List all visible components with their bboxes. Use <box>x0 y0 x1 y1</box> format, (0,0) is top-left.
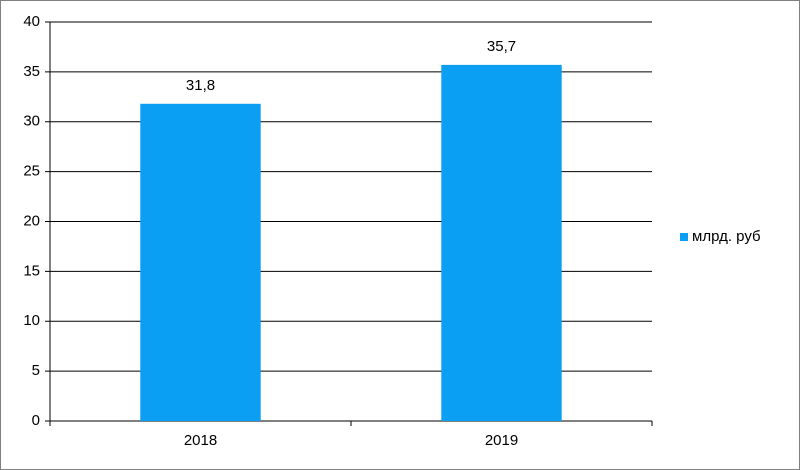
y-tick-label: 25 <box>23 163 40 180</box>
y-tick-label: 0 <box>32 412 40 429</box>
y-tick-label: 35 <box>23 63 40 80</box>
y-tick-label: 10 <box>23 312 40 329</box>
data-label: 35,7 <box>487 38 516 55</box>
y-tick-label: 40 <box>23 13 40 30</box>
bar <box>441 64 562 421</box>
y-tick-label: 30 <box>23 113 40 130</box>
legend-label: млрд. руб <box>692 228 761 245</box>
y-tick-label: 15 <box>23 262 40 279</box>
x-tick-label: 2018 <box>184 432 217 449</box>
y-tick-label: 5 <box>32 362 40 379</box>
x-tick-label: 2019 <box>485 432 518 449</box>
data-label: 31,8 <box>186 77 215 94</box>
bar <box>140 103 261 422</box>
legend-swatch <box>680 233 688 241</box>
y-tick-label: 20 <box>23 212 40 229</box>
